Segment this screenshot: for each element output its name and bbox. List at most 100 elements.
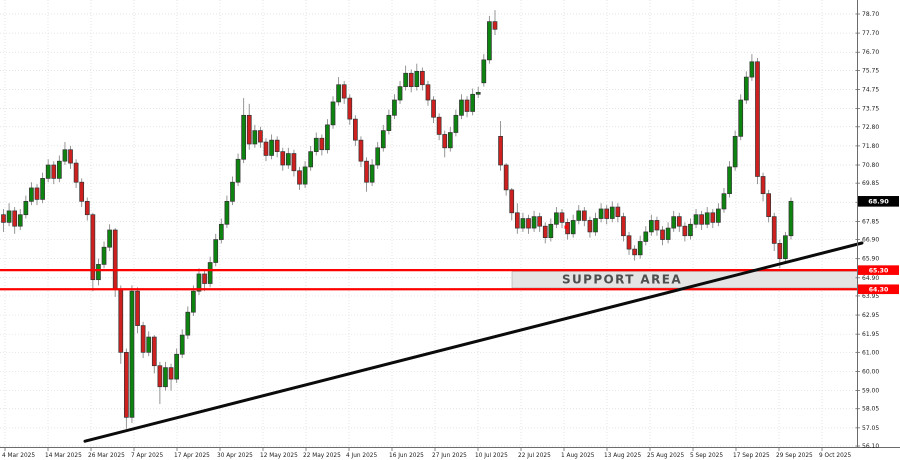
candle-bearish — [431, 99, 436, 118]
candle-bearish — [112, 229, 118, 290]
current-price-badge-bg — [858, 196, 899, 207]
price-axis-label: 62.95 — [862, 312, 879, 319]
candle-bullish — [252, 130, 258, 145]
price-axis-label: 73.75 — [862, 106, 879, 113]
candle-bearish — [73, 162, 79, 183]
time-axis-label: 17 Sep 2025 — [733, 453, 770, 459]
time-axis-label: 1 Aug 2025 — [561, 453, 595, 459]
candle-bullish — [218, 223, 224, 240]
candle-bearish — [34, 187, 40, 200]
candle-bearish — [498, 135, 503, 166]
support-price-badge-upper-label: 65.30 — [869, 267, 889, 274]
candle-bullish — [688, 223, 693, 237]
candle-bullish — [375, 147, 381, 166]
candle-bearish — [353, 118, 358, 141]
candle-bullish — [643, 231, 649, 242]
candle-bullish — [308, 151, 314, 168]
time-axis-label: 4 Mar 2025 — [2, 453, 35, 459]
price-axis-label: 77.70 — [862, 30, 879, 37]
candle-bearish — [12, 210, 18, 227]
candle-bullish — [6, 210, 12, 223]
candle-bearish — [442, 134, 448, 149]
candle-bullish — [17, 214, 23, 227]
candle-bullish — [570, 220, 576, 235]
candle-bullish — [548, 223, 554, 238]
price-axis-label: 57.05 — [862, 425, 879, 432]
candle-bearish — [347, 97, 353, 120]
time-axis-label: 12 May 2025 — [260, 453, 298, 459]
candle-bullish — [593, 218, 598, 233]
candle-bearish — [436, 116, 442, 135]
candle-bearish — [135, 290, 140, 326]
support-price-badge-lower-bg — [858, 284, 899, 295]
candle-bullish — [576, 210, 582, 221]
candle-bearish — [118, 288, 124, 353]
candle-bullish — [609, 206, 615, 219]
candle-bearish — [319, 137, 325, 151]
candle-bullish — [40, 178, 45, 200]
price-axis-label: 61.95 — [862, 331, 879, 338]
time-axis-label: 17 Apr 2025 — [174, 453, 210, 459]
candle-bearish — [542, 225, 548, 238]
candle-bullish — [29, 187, 34, 202]
candle-bearish — [140, 325, 146, 353]
candle-bullish — [783, 235, 788, 260]
time-axis-label: 22 May 2025 — [303, 453, 341, 459]
price-axis-label: 66.90 — [862, 237, 879, 244]
candle-bullish — [481, 59, 487, 84]
candle-bearish — [587, 220, 593, 233]
time-axis-label: 13 Aug 2025 — [604, 453, 641, 459]
candle-bullish — [163, 367, 168, 388]
red-marker-dot — [564, 225, 568, 229]
candle-bearish — [503, 164, 509, 191]
time-axis-label: 26 Mar 2025 — [88, 453, 125, 459]
candle-bullish — [330, 101, 336, 126]
candle-bearish — [364, 160, 369, 183]
candle-bearish — [263, 141, 269, 156]
candle-bearish — [632, 248, 637, 256]
time-axis[interactable]: 4 Mar 2025 14 Mar 2025 26 Mar 2025 7 Apr 20… — [2, 447, 851, 460]
candle-bullish — [788, 200, 794, 237]
candle-bullish — [107, 229, 112, 248]
candle-bullish — [671, 216, 677, 229]
ascending-trendline[interactable] — [83, 241, 864, 443]
candle-bullish — [285, 153, 291, 166]
candle-bullish — [241, 114, 247, 160]
candle-bearish — [514, 212, 520, 229]
candle-bearish — [341, 84, 347, 99]
candle-bullish — [554, 212, 559, 225]
support-price-badge-upper: 65.30 — [858, 265, 899, 275]
candle-bearish — [492, 21, 498, 30]
candle-bullish — [721, 193, 727, 210]
support-price-badge-lower: 64.30 — [858, 284, 899, 295]
candle-bullish — [224, 200, 230, 225]
price-axis[interactable]: 78.70 77.70 76.70 75.75 74.75 73.75 72.80 71.80… — [855, 11, 880, 450]
candle-bearish — [51, 164, 57, 179]
candle-bearish — [68, 149, 73, 164]
candle-bearish — [124, 351, 129, 418]
candle-bullish — [336, 84, 341, 103]
candle-bullish — [475, 92, 481, 95]
candle-bullish — [174, 353, 179, 380]
candle-bullish — [230, 181, 235, 202]
candle-bearish — [408, 72, 414, 87]
candle-bearish — [90, 214, 96, 281]
current-price-badge: 68.90 — [858, 196, 899, 207]
candle-bullish — [447, 132, 453, 149]
candle-bearish — [420, 70, 425, 86]
candle-bullish — [179, 334, 185, 355]
candle-bullish — [531, 216, 537, 229]
time-axis-label: 5 Sep 2025 — [690, 453, 723, 459]
price-axis-label: 76.70 — [862, 49, 879, 56]
candle-bearish — [297, 170, 302, 185]
candle-bullish — [743, 76, 749, 101]
candle-bullish — [207, 262, 213, 284]
candle-bullish — [269, 139, 274, 156]
candle-bullish — [196, 273, 202, 292]
candles-layer — [1, 10, 794, 429]
candle-bearish — [464, 99, 470, 112]
time-axis-label: 7 Apr 2025 — [131, 453, 163, 459]
candle-bearish — [710, 212, 716, 223]
